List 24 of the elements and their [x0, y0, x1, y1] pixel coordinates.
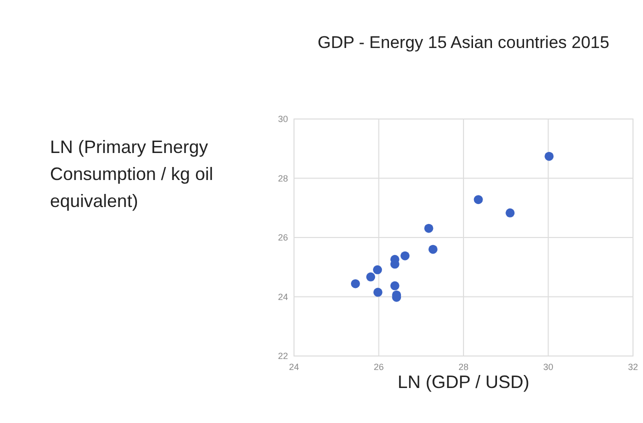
- point: [350, 279, 360, 288]
- x-tick-label: 24: [288, 362, 300, 372]
- y-tick-label: 26: [278, 232, 288, 242]
- point: [390, 281, 400, 290]
- x-axis-title: LN (GDP / USD): [398, 372, 530, 392]
- point: [506, 208, 515, 218]
- point: [372, 265, 382, 274]
- x-tick-label: 26: [374, 362, 384, 372]
- y-tick-label: 24: [278, 292, 288, 302]
- point: [474, 195, 483, 204]
- point: [366, 272, 376, 282]
- point: [428, 244, 438, 254]
- y-tick-label: 22: [278, 351, 288, 361]
- x-tick-label: 30: [543, 362, 554, 372]
- point: [544, 152, 554, 161]
- point: [424, 224, 434, 233]
- point: [373, 288, 382, 297]
- y-axis-title: LN (Primary Energy Consumption / kg oil equivalent): [50, 137, 214, 211]
- y-tick-label: 30: [278, 114, 288, 124]
- chart-title: GDP - Energy 15 Asian countries 2015: [318, 33, 610, 52]
- y-tick-label: 28: [278, 173, 288, 184]
- point: [400, 251, 410, 260]
- x-tick-label: 32: [628, 362, 638, 372]
- x-tick-label: 28: [458, 362, 469, 372]
